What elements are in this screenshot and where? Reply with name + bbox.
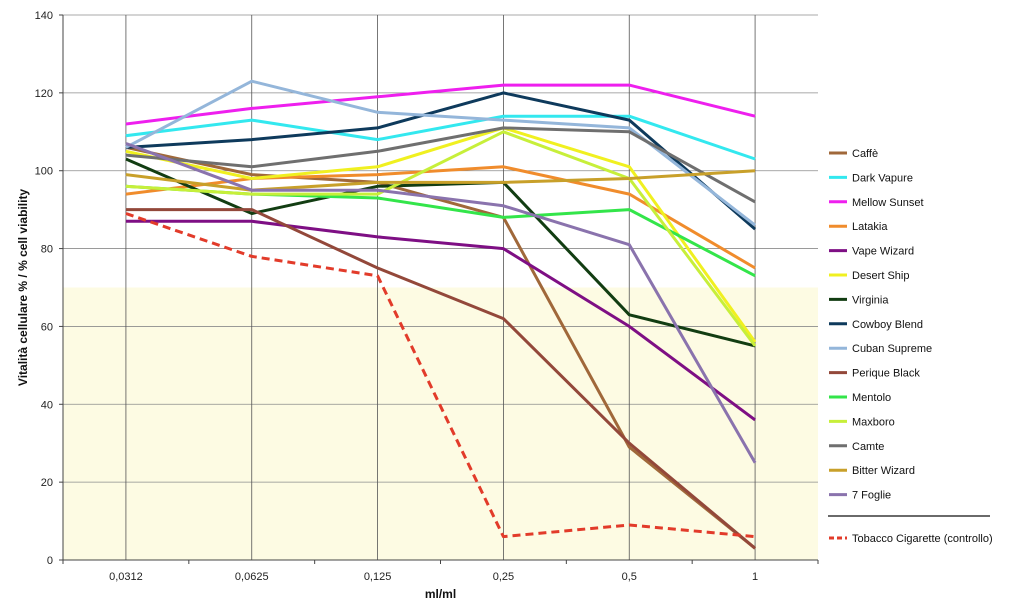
x-tick-label: 0,5 bbox=[622, 571, 637, 583]
y-tick-label: 60 bbox=[41, 321, 53, 333]
y-tick-label: 40 bbox=[41, 399, 53, 411]
series-line bbox=[125, 212, 756, 539]
y-tick-label: 140 bbox=[35, 10, 53, 22]
x-tick-label: 0,125 bbox=[364, 571, 392, 583]
y-tick-labels: 0 20 40 60 80 100 120 140 bbox=[35, 10, 53, 567]
legend-entry: Desert Ship bbox=[852, 270, 909, 282]
legend-entry: Tobacco Cigarette (controllo) bbox=[852, 533, 993, 545]
series-line bbox=[125, 169, 756, 192]
legend-entry: Mellow Sunset bbox=[852, 197, 924, 209]
x-tick-labels: 0,0312 0,0625 0,125 0,25 0,5 1 bbox=[109, 571, 758, 583]
x-axis-label: ml/ml bbox=[425, 587, 456, 601]
legend: Caffè Dark Vapure Mellow Sunset Latakia Vape… bbox=[828, 148, 993, 545]
series-line bbox=[125, 145, 757, 550]
legend-entry: Cowboy Blend bbox=[852, 319, 923, 331]
axes bbox=[59, 14, 819, 564]
legend-entry: Bitter Wizard bbox=[852, 465, 915, 477]
y-tick-label: 20 bbox=[41, 477, 53, 489]
legend-entry: 7 Foglie bbox=[852, 490, 891, 502]
y-tick-label: 120 bbox=[35, 88, 53, 100]
x-tick-label: 0,0312 bbox=[109, 571, 143, 583]
y-tick-label: 100 bbox=[35, 166, 53, 178]
series-line bbox=[125, 126, 757, 343]
legend-entry: Latakia bbox=[852, 221, 888, 233]
x-tick-label: 0,0625 bbox=[235, 571, 269, 583]
legend-entry: Perique Black bbox=[852, 368, 920, 380]
y-tick-label: 0 bbox=[47, 555, 53, 567]
series-line bbox=[125, 208, 757, 550]
legend-entry: Maxboro bbox=[852, 416, 895, 428]
series-lines bbox=[125, 79, 757, 550]
series-line bbox=[125, 219, 756, 422]
series-line bbox=[125, 157, 756, 348]
series-line bbox=[125, 142, 757, 464]
series-line bbox=[125, 91, 757, 231]
legend-entry: Vape Wizard bbox=[852, 246, 914, 258]
legend-entry: Cuban Supreme bbox=[852, 343, 932, 355]
legend-entry: Camte bbox=[852, 441, 884, 453]
y-tick-label: 80 bbox=[41, 244, 53, 256]
series-line bbox=[125, 130, 757, 347]
y-axis-label: Vitalità cellulare % / % cell viability bbox=[16, 189, 30, 387]
series-line bbox=[125, 126, 756, 204]
legend-entry: Dark Vapure bbox=[852, 172, 913, 184]
series-line bbox=[125, 83, 756, 126]
x-tick-label: 0,25 bbox=[493, 571, 514, 583]
series-line bbox=[125, 114, 756, 161]
low-viability-band bbox=[63, 287, 818, 560]
legend-entry: Virginia bbox=[852, 294, 889, 306]
legend-entry: Caffè bbox=[852, 148, 878, 160]
x-tick-label: 1 bbox=[752, 571, 758, 583]
legend-entry: Mentolo bbox=[852, 392, 891, 404]
